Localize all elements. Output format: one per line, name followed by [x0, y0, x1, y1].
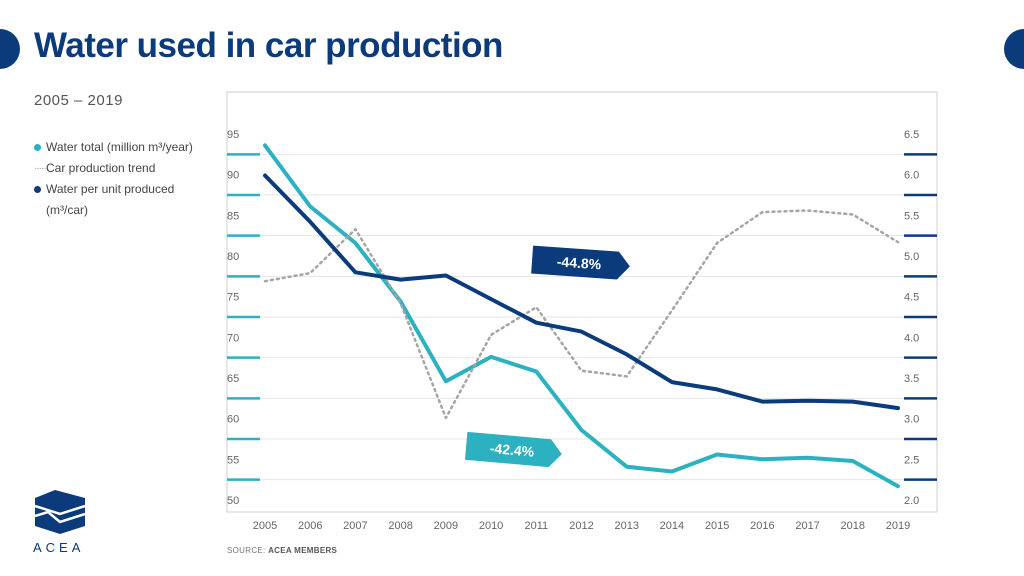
left-tick-label: 70: [227, 332, 239, 344]
x-tick-label: 2007: [343, 520, 367, 532]
source-text: ACEA MEMBERS: [268, 546, 338, 555]
right-tick-label: 6.0: [904, 170, 919, 182]
legend-item-water-total: Water total (million m³/year): [34, 137, 193, 158]
x-tick-label: 2014: [660, 520, 684, 532]
legend-item-water-per-unit: Water per unit produced: [34, 179, 193, 200]
x-tick-label: 2010: [479, 520, 503, 532]
left-tick-label: 55: [227, 454, 239, 466]
series-line-water-total: [263, 143, 900, 489]
source-note: SOURCE: ACEA MEMBERS: [227, 546, 337, 555]
chart-legend: Water total (million m³/year) ····· Car …: [34, 137, 193, 221]
left-tick-label: 75: [227, 292, 239, 304]
series-lines: [263, 143, 900, 489]
legend-marker-water-total: [34, 144, 41, 151]
annotation-water-total-change: -42.4%: [464, 431, 562, 468]
x-tick-label: 2005: [253, 520, 277, 532]
x-tick-label: 2019: [886, 520, 910, 532]
x-tick-label: 2013: [614, 520, 638, 532]
x-tick-label: 2015: [705, 520, 729, 532]
annotations: -44.8% -42.4%: [464, 245, 630, 468]
gridlines: [227, 153, 937, 481]
x-tick-label: 2008: [388, 520, 412, 532]
left-tick-label: 80: [227, 251, 239, 263]
source-label: SOURCE:: [227, 546, 266, 555]
right-tick-label: 5.5: [904, 210, 919, 222]
left-tick-label: 50: [227, 495, 239, 507]
acea-logo-text: ACEA: [33, 540, 85, 555]
legend-label-car-trend: Car production trend: [46, 161, 156, 175]
legend-label-water-total: Water total (million m³/year): [46, 140, 193, 154]
series-line-car-trend: [263, 209, 900, 420]
plot-frame: [226, 91, 938, 513]
decor-dot-right: [1004, 29, 1024, 69]
x-tick-label: 2017: [795, 520, 819, 532]
date-range-subtitle: 2005 – 2019: [34, 92, 123, 109]
legend-label-water-per-unit-unit: (m³/car): [46, 203, 88, 217]
annotation-per-unit-change: -44.8%: [531, 245, 630, 280]
legend-item-water-per-unit-unit: (m³/car): [34, 200, 193, 221]
left-tick-label: 90: [227, 170, 239, 182]
page-title: Water used in car production: [34, 26, 503, 65]
axis-ticks: 95 90 85 80 75 70 65 60 55 50 6.5 6.0 5.5 5.0 4.5 4.0 3.…: [227, 129, 919, 532]
right-tick-label: 3.5: [904, 373, 919, 385]
right-tick-label: 3.0: [904, 414, 919, 426]
left-tick-label: 60: [227, 414, 239, 426]
right-tick-label: 2.5: [904, 454, 919, 466]
legend-item-car-trend: ····· Car production trend: [34, 158, 193, 179]
legend-label-water-per-unit: Water per unit produced: [46, 182, 175, 196]
x-tick-label: 2011: [524, 520, 548, 532]
x-tick-label: 2012: [569, 520, 593, 532]
right-tick-label: 6.5: [904, 129, 919, 141]
annotation-water-total-change-tag: [464, 431, 562, 468]
annotation-water-total-change-label: -42.4%: [489, 440, 535, 460]
right-tick-label: 5.0: [904, 251, 919, 263]
x-tick-label: 2018: [841, 520, 865, 532]
right-tick-label: 4.5: [904, 292, 919, 304]
left-tick-label: 85: [227, 210, 239, 222]
x-tick-label: 2006: [298, 520, 322, 532]
acea-logo-icon: [34, 490, 86, 534]
legend-marker-car-trend: ·····: [34, 163, 47, 174]
left-tick-label: 95: [227, 129, 239, 141]
right-tick-label: 4.0: [904, 332, 919, 344]
left-tick-label: 65: [227, 373, 239, 385]
legend-marker-water-per-unit: [34, 186, 41, 193]
annotation-per-unit-change-tag: [531, 245, 630, 280]
x-tick-label: 2016: [750, 520, 774, 532]
annotation-per-unit-change-label: -44.8%: [556, 253, 602, 272]
decor-dot-left: [0, 29, 20, 69]
right-tick-label: 2.0: [904, 495, 919, 507]
x-tick-label: 2009: [434, 520, 458, 532]
